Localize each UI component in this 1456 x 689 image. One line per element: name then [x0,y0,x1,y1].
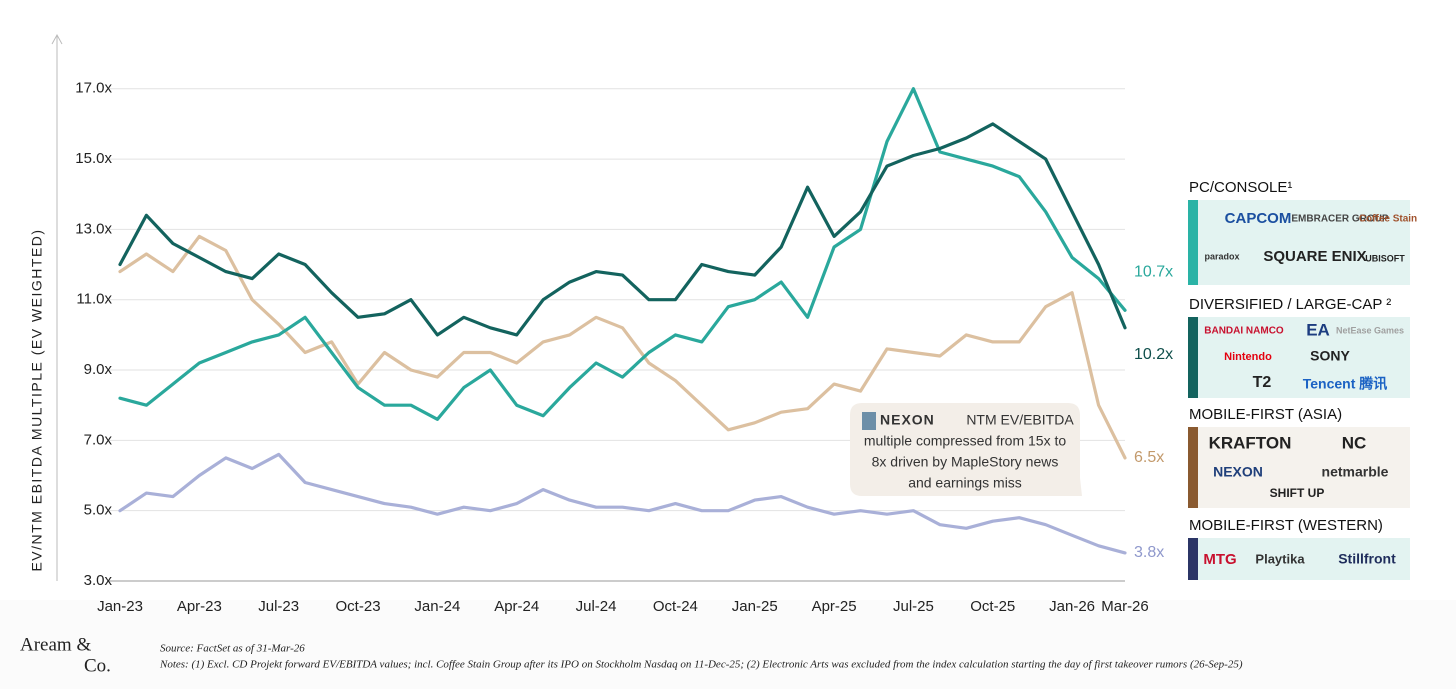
legend-swatch [1188,317,1198,398]
company-logo: netmarble [1322,464,1389,480]
company-logo: Nintendo [1224,351,1272,363]
x-tick-label: Apr-24 [494,598,539,615]
x-tick-label: Jul-24 [576,598,617,615]
company-logo: EMBRACER GROUP [1291,214,1389,225]
company-logo: T2 [1253,374,1272,391]
series-line [118,122,1127,337]
company-logo: UBISOFT [1365,253,1405,263]
source: Source: FactSet as of 31-Mar-26 [160,643,305,655]
legend-box [1188,317,1410,398]
company-logo: SONY [1310,348,1350,364]
legend-title: DIVERSIFIED / LARGE-CAP ² [1189,296,1391,313]
end-label: 10.7x [1134,263,1173,280]
legend-swatch [1188,538,1198,580]
annotation-tail [1060,478,1082,496]
x-tick-label: Apr-23 [177,598,222,615]
y-tick-label: 7.0x [84,431,113,448]
company-logo: NetEase Games [1336,325,1404,335]
x-tick-label: Oct-24 [653,598,698,615]
x-tick-label: Mar-26 [1101,598,1149,615]
y-tick-label: 11.0x [76,291,112,308]
company-logo: Stillfront [1338,551,1396,567]
x-tick-label: Jul-23 [258,598,299,615]
company-logo: Playtika [1255,551,1305,566]
company-logo: NEXON [1213,464,1263,480]
annotation-text: NTM EV/EBITDA [966,412,1074,428]
legend-swatch [1188,427,1198,508]
legend-box [1188,427,1410,508]
company-logo: MTG [1203,551,1236,568]
y-tick-label: 5.0x [84,502,113,519]
series-line [118,87,1127,421]
end-label: 10.2x [1134,346,1173,363]
brand: Co. [84,655,111,676]
y-axis-arrow [51,33,63,45]
x-tick-label: Jan-26 [1049,598,1095,615]
x-tick-label: Oct-23 [336,598,381,615]
company-logo: SQUARE ENIX [1263,248,1366,265]
annotation-box [850,403,1082,496]
x-tick-label: Jul-25 [893,598,934,615]
series-line [118,452,1127,555]
annotation: NEXON NTM EV/EBITDA multiple compressed f… [850,403,1082,496]
company-logo: BANDAI NAMCO [1204,326,1284,337]
legend-title: MOBILE-FIRST (WESTERN) [1189,517,1383,534]
legend-swatch [1188,200,1198,285]
y-tick-label: 13.0x [75,220,112,237]
company-logo: KRAFTON [1209,433,1292,452]
y-tick-label: 9.0x [84,361,113,378]
nexon-icon [862,412,876,430]
series-line [118,234,1127,460]
annotation-text: multiple compressed from 15x to [864,433,1067,449]
legend-title: MOBILE-FIRST (ASIA) [1189,406,1342,423]
company-logo: NC [1342,433,1367,452]
x-tick-label: Oct-25 [970,598,1015,615]
x-tick-label: Apr-25 [812,598,857,615]
y-tick-label: 17.0x [75,80,112,97]
x-tick-label: Jan-23 [97,598,143,615]
end-label: 3.8x [1134,544,1164,561]
footer-bg [0,600,1456,689]
notes: Notes: (1) Excl. CD Projekt forward EV/E… [159,659,1243,671]
company-logo: Tencent 腾讯 [1303,376,1388,392]
end-label: 6.5x [1134,449,1164,466]
legend-title: PC/CONSOLE¹ [1189,179,1292,196]
company-logo: SHIFT UP [1270,486,1325,500]
company-logo: Coffee Stain [1359,214,1417,225]
annotation-text: 8x driven by MapleStory news [872,454,1059,470]
company-logo: paradox [1204,251,1239,261]
annotation-text: and earnings miss [908,475,1022,491]
company-logo: EA [1306,320,1330,339]
y-axis-label: EV/NTM EBITDA MULTIPLE (EV WEIGHTED) [29,228,45,571]
company-logo: CAPCOM [1225,210,1292,227]
y-tick-label: 3.0x [84,572,113,589]
legend-box [1188,200,1410,285]
y-tick-label: 15.0x [75,150,112,167]
annotation-logo: NEXON [880,412,935,428]
x-tick-label: Jan-25 [732,598,778,615]
brand: Aream & [20,634,91,655]
x-tick-label: Jan-24 [414,598,460,615]
legend-box [1188,538,1410,580]
